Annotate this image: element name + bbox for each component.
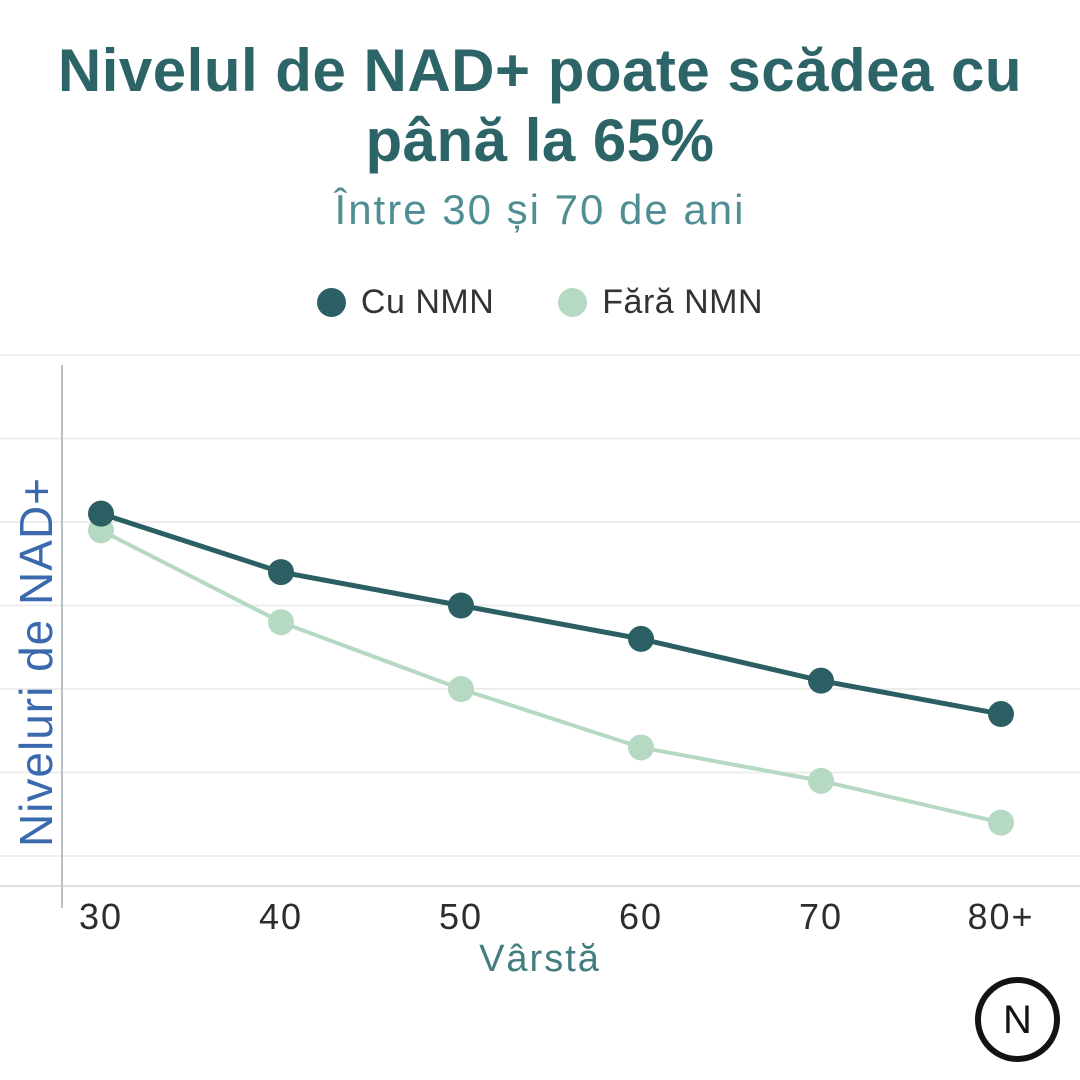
legend-dot-fara-nmn-icon: [558, 288, 588, 317]
x-tick-label-60: 60: [618, 896, 664, 937]
header: Nivelul de NAD+ poate scădea cu până la …: [0, 36, 1080, 234]
page-title-line-1: Nivelul de NAD+ poate scădea cu: [57, 37, 1023, 104]
legend-dot-cu-nmn-icon: [316, 288, 346, 317]
data-point-cu-nmn: [808, 667, 834, 694]
data-point-fara-nmn: [988, 809, 1014, 836]
page-title: Nivelul de NAD+ poate scădea cu până la …: [0, 36, 1080, 176]
x-tick-label-40: 40: [258, 896, 304, 937]
data-point-fara-nmn: [808, 767, 834, 794]
chart-legend: Cu NMN Fără NMN: [0, 283, 1080, 322]
data-point-cu-nmn: [628, 625, 654, 652]
page-subtitle: Între 30 și 70 de ani: [334, 186, 746, 233]
x-axis-ticks: 30 40 50 60 70 80+: [0, 896, 1080, 940]
data-point-fara-nmn: [268, 609, 294, 636]
data-point-fara-nmn: [628, 734, 654, 761]
page-title-line-2: până la 65%: [365, 107, 715, 174]
x-tick-label-70: 70: [798, 896, 844, 937]
data-point-fara-nmn: [448, 676, 474, 702]
brand-logo: N: [975, 977, 1060, 1062]
series-line-fara-nmn: [100, 528, 1002, 825]
legend-item-cu-nmn: Cu NMN: [316, 283, 495, 322]
brand-logo-letter: N: [1003, 997, 1032, 1042]
data-point-cu-nmn: [988, 701, 1014, 728]
x-axis-label: Vârstă: [479, 938, 601, 980]
nad-decline-chart: Niveluri de NAD+ 30 40 50 60 70 80+ Vârstă: [0, 340, 1080, 1000]
y-axis-label: Niveluri de NAD+: [10, 476, 62, 848]
data-point-cu-nmn: [448, 592, 474, 619]
x-tick-label-50: 50: [438, 896, 484, 937]
x-tick-label-80plus: 80+: [967, 896, 1035, 937]
legend-item-fara-nmn: Fără NMN: [558, 283, 763, 322]
x-tick-label-30: 30: [78, 896, 124, 937]
series-line-cu-nmn: [100, 511, 1002, 717]
data-point-cu-nmn: [88, 500, 114, 527]
data-point-cu-nmn: [268, 559, 294, 586]
legend-label-fara-nmn: Fără NMN: [602, 283, 764, 321]
legend-label-cu-nmn: Cu NMN: [360, 283, 495, 321]
chart-plot-area: [0, 354, 1080, 908]
